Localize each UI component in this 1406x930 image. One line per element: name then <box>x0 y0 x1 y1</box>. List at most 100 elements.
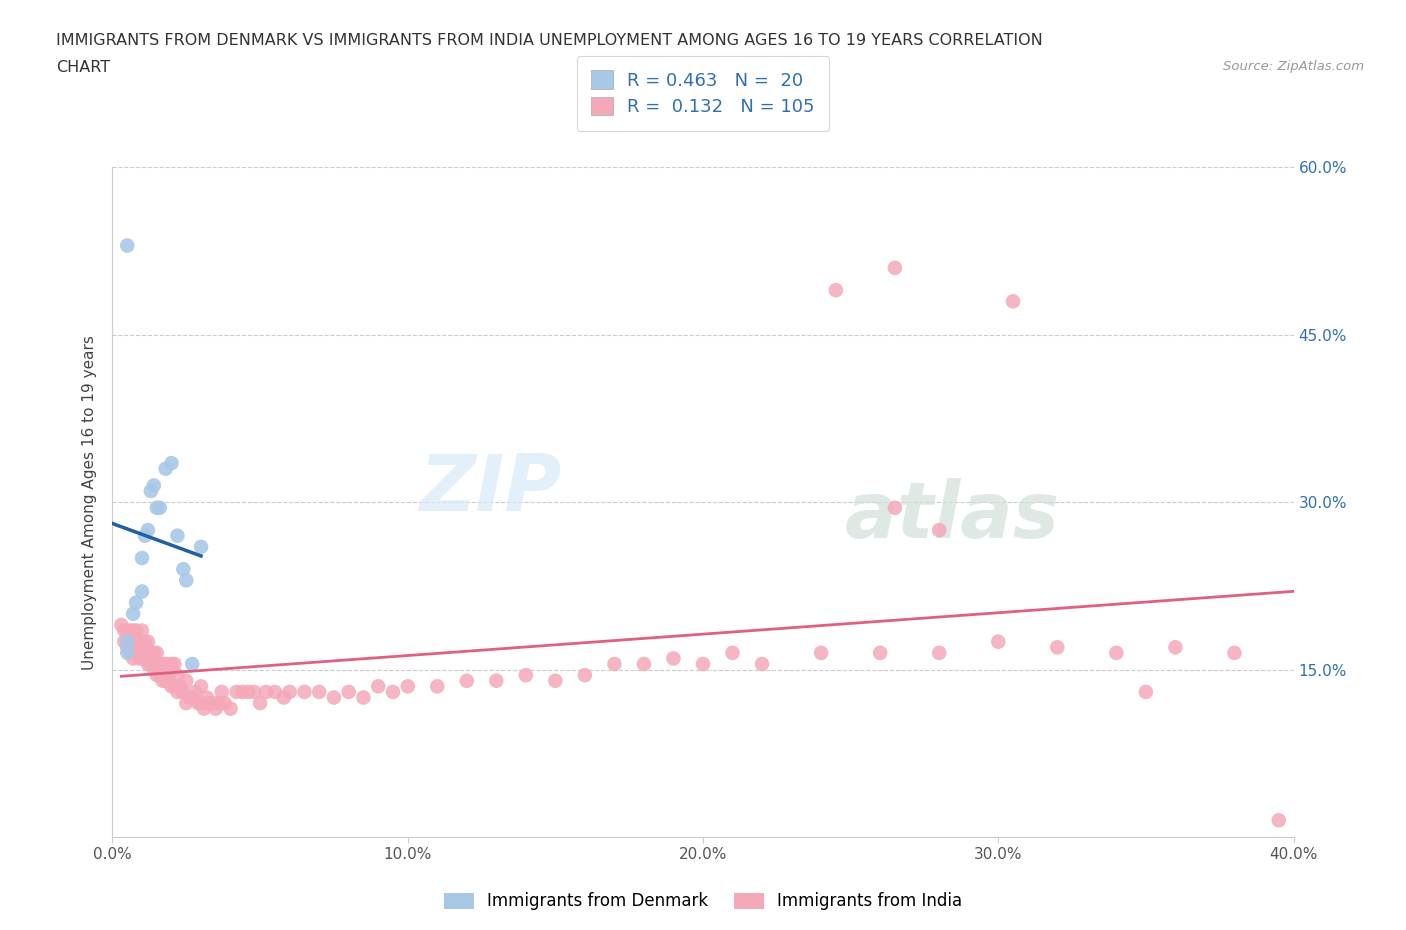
Point <box>211 684 233 699</box>
Point <box>225 684 247 699</box>
Point <box>1135 684 1157 699</box>
Point <box>987 634 1010 649</box>
Point <box>117 634 138 649</box>
Point <box>190 679 212 694</box>
Point <box>131 584 153 599</box>
Point <box>131 623 153 638</box>
Point <box>117 645 138 660</box>
Point <box>278 684 301 699</box>
Point <box>273 690 295 705</box>
Point <box>169 679 191 694</box>
Point <box>1105 645 1128 660</box>
Y-axis label: Unemployment Among Ages 16 to 19 years: Unemployment Among Ages 16 to 19 years <box>82 335 97 670</box>
Point <box>163 657 186 671</box>
Point <box>136 634 159 649</box>
Point <box>219 701 242 716</box>
Point <box>254 684 277 699</box>
Legend: Immigrants from Denmark, Immigrants from India: Immigrants from Denmark, Immigrants from… <box>437 885 969 917</box>
Point <box>131 551 153 565</box>
Point <box>187 696 209 711</box>
Point <box>190 539 212 554</box>
Point <box>456 673 478 688</box>
Point <box>1164 640 1187 655</box>
Point <box>134 528 156 543</box>
Point <box>136 523 159 538</box>
Point <box>181 657 204 671</box>
Point <box>131 645 153 660</box>
Point <box>928 645 950 660</box>
Point <box>544 673 567 688</box>
Point <box>152 657 174 671</box>
Point <box>824 283 846 298</box>
Point <box>157 668 180 683</box>
Point <box>198 696 221 711</box>
Point <box>396 679 419 694</box>
Point <box>142 645 165 660</box>
Point <box>172 684 194 699</box>
Point <box>426 679 449 694</box>
Point <box>308 684 330 699</box>
Point <box>884 260 907 275</box>
Point <box>117 238 138 253</box>
Point <box>149 657 172 671</box>
Point <box>214 696 236 711</box>
Point <box>120 645 142 660</box>
Point <box>149 668 172 683</box>
Point <box>117 623 138 638</box>
Point <box>136 657 159 671</box>
Point <box>603 657 626 671</box>
Point <box>155 657 177 671</box>
Point <box>692 657 714 671</box>
Point <box>181 690 204 705</box>
Point <box>574 668 596 683</box>
Point <box>160 456 183 471</box>
Point <box>337 684 360 699</box>
Point <box>122 651 145 666</box>
Point <box>352 690 374 705</box>
Point <box>323 690 346 705</box>
Point <box>142 478 165 493</box>
Point <box>120 623 142 638</box>
Point <box>136 645 159 660</box>
Point <box>139 645 162 660</box>
Point <box>515 668 537 683</box>
Point <box>125 595 148 610</box>
Point <box>142 662 165 677</box>
Point <box>149 500 172 515</box>
Text: Source: ZipAtlas.com: Source: ZipAtlas.com <box>1223 60 1364 73</box>
Point <box>238 684 260 699</box>
Point <box>139 484 162 498</box>
Point <box>193 701 215 716</box>
Point <box>166 668 188 683</box>
Point <box>201 696 224 711</box>
Point <box>160 679 183 694</box>
Point <box>205 701 228 716</box>
Point <box>1046 640 1069 655</box>
Point <box>122 623 145 638</box>
Point <box>264 684 287 699</box>
Point <box>122 634 145 649</box>
Point <box>120 634 142 649</box>
Point <box>128 634 150 649</box>
Point <box>928 523 950 538</box>
Point <box>1001 294 1024 309</box>
Point <box>146 668 169 683</box>
Point <box>751 657 773 671</box>
Point <box>146 645 169 660</box>
Point <box>195 690 218 705</box>
Point <box>155 461 177 476</box>
Point <box>110 618 132 632</box>
Point <box>174 673 197 688</box>
Point <box>125 634 148 649</box>
Point <box>633 657 655 671</box>
Point <box>128 651 150 666</box>
Point <box>243 684 266 699</box>
Point <box>1268 813 1291 828</box>
Point <box>662 651 685 666</box>
Point <box>117 640 138 655</box>
Point <box>721 645 744 660</box>
Point <box>172 562 194 577</box>
Point <box>166 528 188 543</box>
Point <box>190 696 212 711</box>
Text: atlas: atlas <box>845 478 1060 553</box>
